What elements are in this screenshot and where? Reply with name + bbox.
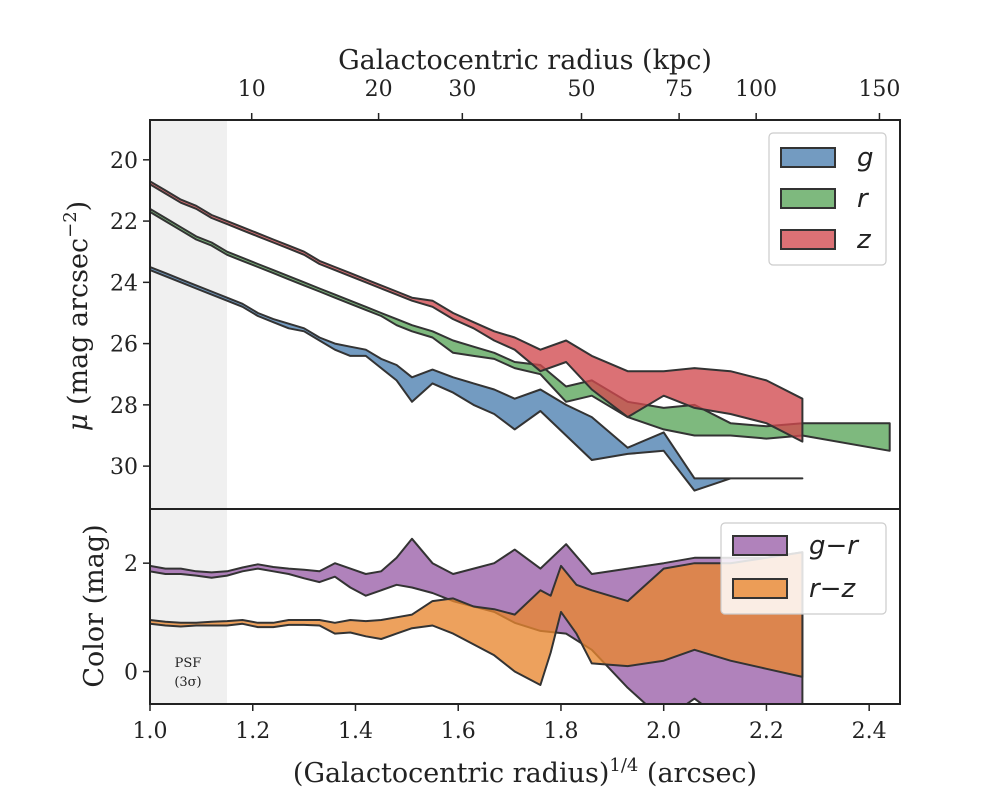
bottom-x-tick-label: 1.2 bbox=[235, 719, 270, 744]
top-legend-swatch-g bbox=[780, 147, 836, 168]
top-legend-swatch-r bbox=[780, 188, 836, 209]
bottom-x-tick-label: 1.6 bbox=[441, 719, 476, 744]
top-y-axis-title-unit: (mag arcsec bbox=[63, 238, 94, 414]
top-x-tick-label: 10 bbox=[238, 77, 266, 102]
surface-brightness-band-r bbox=[150, 207, 891, 452]
top-x-tick-label: 150 bbox=[858, 77, 900, 102]
bottom-y-axis-ticks: 02 bbox=[124, 552, 150, 686]
top-x-axis-ticks: 10 20 30 50 75 100 150 bbox=[238, 77, 900, 120]
bottom-x-tick-label: 2.0 bbox=[646, 719, 681, 744]
top-y-axis-title-exponent: −2 bbox=[60, 211, 81, 238]
top-y-tick-label: 28 bbox=[110, 394, 138, 419]
surface-brightness-band-z bbox=[150, 180, 804, 443]
top-x-tick-label: 20 bbox=[365, 77, 393, 102]
top-x-tick-label: 100 bbox=[735, 77, 777, 102]
top-legend-label-r: r bbox=[857, 184, 870, 214]
top-x-tick-label: 30 bbox=[448, 77, 476, 102]
psf-shaded-region-top bbox=[150, 120, 227, 509]
bottom-legend-label-g-r: g−r bbox=[809, 531, 860, 561]
top-y-tick-label: 20 bbox=[110, 149, 138, 174]
surface-brightness-bands bbox=[150, 180, 891, 492]
top-x-tick-label: 50 bbox=[568, 77, 596, 102]
psf-label-line1: PSF bbox=[175, 656, 202, 671]
color-bands bbox=[150, 537, 804, 704]
top-y-axis-ticks: 20 22 24 26 28 30 bbox=[110, 149, 150, 480]
top-x-tick-label: 75 bbox=[665, 77, 693, 102]
psf-label-line2: (3σ) bbox=[174, 675, 201, 690]
bottom-y-tick-label: 0 bbox=[124, 661, 138, 686]
top-y-tick-label: 24 bbox=[110, 271, 138, 296]
bottom-legend: g−r r−z bbox=[720, 522, 887, 615]
top-axis-title: Galactocentric radius (kpc) bbox=[338, 45, 712, 76]
bottom-y-axis-title: Color (mag) bbox=[79, 524, 110, 687]
bottom-axes-frame bbox=[149, 508, 901, 705]
top-legend-swatch-z bbox=[780, 229, 836, 250]
top-y-tick-label: 30 bbox=[110, 455, 138, 480]
bottom-x-tick-label: 2.2 bbox=[749, 719, 784, 744]
surface-brightness-band-g bbox=[150, 266, 804, 492]
bottom-axis-title-exponent: 1/4 bbox=[609, 755, 638, 776]
bottom-axis-title: (Galactocentric radius)1/4 (arcsec) bbox=[293, 755, 757, 789]
color-panel: 02 1.0 1.2 1.4 1.6 1.8 2.0 2.2 2.4 PSF (3σ) g−r… bbox=[124, 508, 901, 744]
color-band-r-z bbox=[150, 551, 804, 686]
bottom-x-tick-label: 2.4 bbox=[852, 719, 887, 744]
bottom-x-tick-label: 1.8 bbox=[543, 719, 578, 744]
bottom-legend-label-r-z: r−z bbox=[809, 574, 856, 604]
top-y-tick-label: 22 bbox=[110, 210, 138, 235]
psf-shaded-region-bottom bbox=[150, 509, 227, 704]
bottom-legend-swatch-g-r bbox=[732, 535, 788, 556]
bottom-axis-title-main: (Galactocentric radius) bbox=[293, 758, 609, 789]
bottom-x-tick-label: 1.4 bbox=[338, 719, 373, 744]
top-y-axis-title-close: ) bbox=[63, 201, 94, 212]
top-legend-label-g: g bbox=[857, 143, 874, 173]
top-legend-label-z: z bbox=[856, 225, 872, 255]
bottom-legend-swatch-r-z bbox=[732, 578, 788, 599]
bottom-axis-title-unit: (arcsec) bbox=[638, 758, 757, 789]
surface-brightness-panel: 20 22 24 26 28 30 10 20 30 50 75 100 150 grz bbox=[110, 77, 901, 510]
top-y-axis-title: μ (mag arcsec−2) bbox=[60, 201, 94, 431]
top-legend: grz bbox=[768, 132, 887, 266]
top-y-tick-label: 26 bbox=[110, 333, 138, 358]
bottom-x-axis-ticks: 1.0 1.2 1.4 1.6 1.8 2.0 2.2 2.4 bbox=[133, 704, 887, 744]
bottom-y-tick-label: 2 bbox=[124, 552, 138, 577]
bottom-x-tick-label: 1.0 bbox=[133, 719, 168, 744]
top-y-axis-title-symbol: μ bbox=[63, 414, 94, 432]
